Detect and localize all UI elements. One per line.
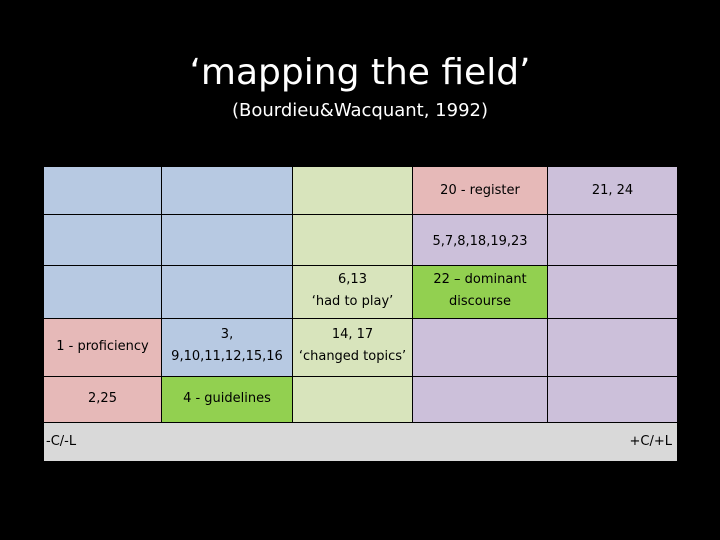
cell-r3-c2 [161, 265, 293, 319]
r3-green-label-1: 6,13 [338, 272, 367, 287]
cell-guidelines [161, 376, 293, 423]
cell-r2-c4 [412, 214, 548, 266]
cell-r1-c1 [43, 166, 162, 215]
cell-r5-c4 [412, 376, 548, 423]
cell-r4-c2 [161, 318, 293, 377]
r3-green-label-2: ‘had to play’ [311, 294, 394, 309]
r4-green-label-2: ‘changed topics’ [298, 349, 407, 364]
cell-r5-c5 [547, 376, 678, 423]
page-title: ‘mapping the field’ [189, 52, 531, 93]
r4-green-label-1: 14, 17 [331, 327, 374, 342]
cell-r4-c5 [547, 318, 678, 377]
cell-r3-c1 [43, 265, 162, 319]
axis-left-label: -C/-L [46, 434, 77, 449]
register-label: 20 - register [440, 183, 520, 198]
r2-span-label: 5,7,8,18,19,23 [432, 234, 528, 249]
r1-purple-label: 21, 24 [591, 183, 634, 198]
cell-r4-c4 [412, 318, 548, 377]
proficiency-label: 1 - proficiency [56, 339, 149, 354]
cell-r2-c1 [43, 214, 162, 266]
axis-right-label: +C/+L [629, 434, 673, 449]
cell-r5-c3 [292, 376, 413, 423]
guidelines-label: 4 - guidelines [183, 391, 271, 406]
cell-r2-c3 [292, 214, 413, 266]
axis-bar [43, 422, 678, 462]
page-subtitle: (Bourdieu&Wacquant, 1992) [232, 100, 488, 121]
cell-dominant-discourse [412, 265, 548, 319]
r5-red-label: 2,25 [88, 391, 117, 406]
dominant-label-1: 22 – dominant [433, 272, 527, 287]
cell-r2-c2 [161, 214, 293, 266]
r4-blue-label-2: 9,10,11,12,15,16 [171, 349, 283, 364]
cell-r1-c2 [161, 166, 293, 215]
cell-r1-c3 [292, 166, 413, 215]
cell-r2-c5 [547, 214, 678, 266]
r4-blue-label-1: 3, [220, 327, 234, 342]
cell-r3-c5 [547, 265, 678, 319]
dominant-label-2: discourse [448, 294, 512, 309]
